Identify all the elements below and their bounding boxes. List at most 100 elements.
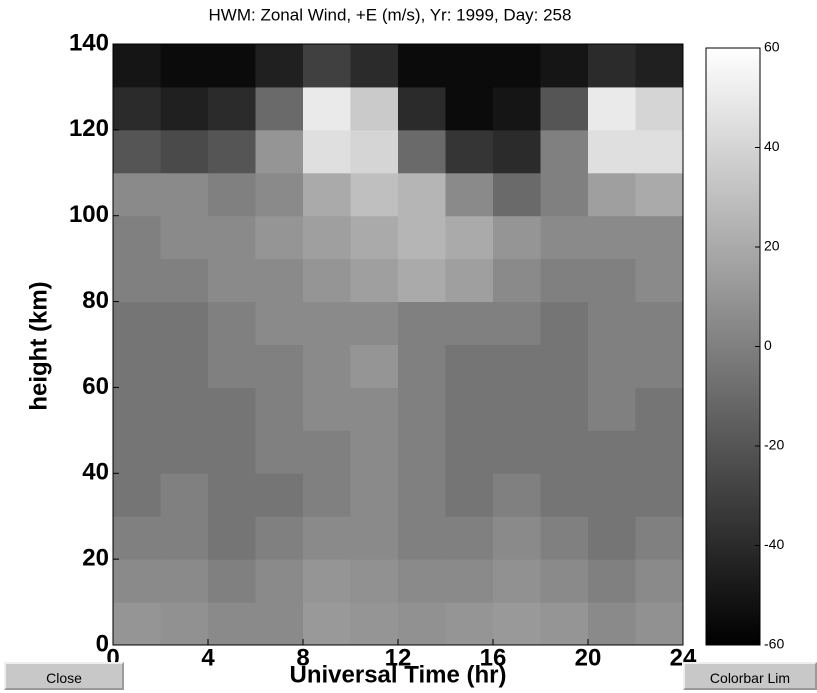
heatmap-cell: [540, 344, 589, 388]
heatmap-cell: [303, 86, 351, 131]
x-tick-label: 4: [201, 644, 215, 671]
x-tick-label: 8: [296, 644, 309, 671]
heatmap-cell: [208, 129, 256, 174]
heatmap-cell: [303, 215, 351, 260]
heatmap-cell: [398, 602, 446, 646]
heatmap-cell: [113, 44, 161, 88]
heatmap-cell: [398, 129, 446, 174]
heatmap-cell: [160, 516, 209, 560]
heatmap-cell: [160, 473, 209, 517]
heatmap-cell: [160, 215, 209, 260]
y-tick-label: 20: [82, 544, 109, 571]
heatmap-cell: [540, 559, 589, 603]
heatmap-cell: [540, 129, 589, 174]
heatmap-cell: [255, 86, 304, 131]
heatmap-cell: [493, 172, 541, 217]
heatmap-cell: [635, 602, 684, 646]
heatmap-cell: [160, 129, 209, 174]
heatmap-cell: [540, 44, 589, 88]
heatmap-cell: [635, 430, 684, 474]
y-tick-label: 100: [69, 201, 109, 228]
heatmap-cell: [208, 86, 256, 131]
heatmap-cell: [493, 344, 541, 388]
heatmap-cell: [303, 344, 351, 388]
x-tick-label: 12: [385, 644, 412, 671]
heatmap-cell: [350, 44, 399, 88]
heatmap-cell: [113, 215, 161, 260]
heatmap-cell: [113, 344, 161, 388]
heatmap-cell: [540, 86, 589, 131]
heatmap-cell: [493, 430, 541, 474]
heatmap-cell: [350, 387, 399, 431]
heatmap-cell: [493, 258, 541, 303]
heatmap-cell: [540, 387, 589, 431]
heatmap-cell: [208, 559, 256, 603]
heatmap-cell: [303, 172, 351, 217]
heatmap-cell: [588, 430, 636, 474]
heatmap-cell: [398, 430, 446, 474]
heatmap-cell: [303, 301, 351, 345]
heatmap-cell: [540, 172, 589, 217]
heatmap-cell: [255, 430, 304, 474]
heatmap-cell: [160, 44, 209, 88]
colorbar: [705, 47, 761, 646]
heatmap-cell: [255, 44, 304, 88]
heatmap-cell: [160, 258, 209, 303]
heatmap-cell: [398, 387, 446, 431]
heatmap-cell: [493, 387, 541, 431]
heatmap-cell: [160, 387, 209, 431]
heatmap-cell: [160, 602, 209, 646]
heatmap-cell: [350, 215, 399, 260]
heatmap-cell: [350, 559, 399, 603]
heatmap-cell: [208, 387, 256, 431]
heatmap-cell: [113, 473, 161, 517]
colorbar-limits-button[interactable]: Colorbar Lim: [683, 662, 817, 690]
heatmap-cell: [540, 215, 589, 260]
heatmap-cell: [208, 258, 256, 303]
heatmap-cell: [493, 129, 541, 174]
heatmap-cell: [588, 44, 636, 88]
heatmap-cell: [540, 430, 589, 474]
heatmap-cell: [160, 172, 209, 217]
heatmap-cell: [255, 516, 304, 560]
heatmap-cell: [445, 86, 494, 131]
heatmap-cell: [588, 344, 636, 388]
colorbar-tick-label: 60: [764, 39, 780, 55]
heatmap-cell: [635, 301, 684, 345]
heatmap-cell: [160, 86, 209, 131]
heatmap-cell: [588, 172, 636, 217]
heatmap-cell: [350, 473, 399, 517]
heatmap-cell: [635, 44, 684, 88]
heatmap-cell: [445, 602, 494, 646]
heatmap-cell: [350, 344, 399, 388]
heatmap-cell: [303, 44, 351, 88]
heatmap-cell: [398, 86, 446, 131]
heatmap-cell: [635, 516, 684, 560]
heatmap-cell: [350, 258, 399, 303]
heatmap-cell: [398, 344, 446, 388]
heatmap-cell: [588, 258, 636, 303]
heatmap-cell: [350, 172, 399, 217]
heatmap-cell: [540, 602, 589, 646]
heatmap-cell: [113, 172, 161, 217]
heatmap-cell: [113, 387, 161, 431]
heatmap-cell: [208, 516, 256, 560]
heatmap-cell: [493, 86, 541, 131]
heatmap-cell: [113, 559, 161, 603]
heatmap-cell: [588, 301, 636, 345]
heatmap-cell: [350, 301, 399, 345]
heatmap-cell: [445, 129, 494, 174]
heatmap-cell: [208, 430, 256, 474]
heatmap-cell: [398, 44, 446, 88]
y-tick-label: 140: [69, 29, 109, 56]
heatmap-cell: [635, 172, 684, 217]
heatmap-cell: [445, 301, 494, 345]
close-button[interactable]: Close: [4, 662, 124, 690]
colorbar-tick-label: -20: [764, 437, 784, 453]
heatmap-cell: [398, 258, 446, 303]
heatmap-cell: [208, 215, 256, 260]
heatmap-cell: [445, 387, 494, 431]
heatmap-cell: [445, 473, 494, 517]
